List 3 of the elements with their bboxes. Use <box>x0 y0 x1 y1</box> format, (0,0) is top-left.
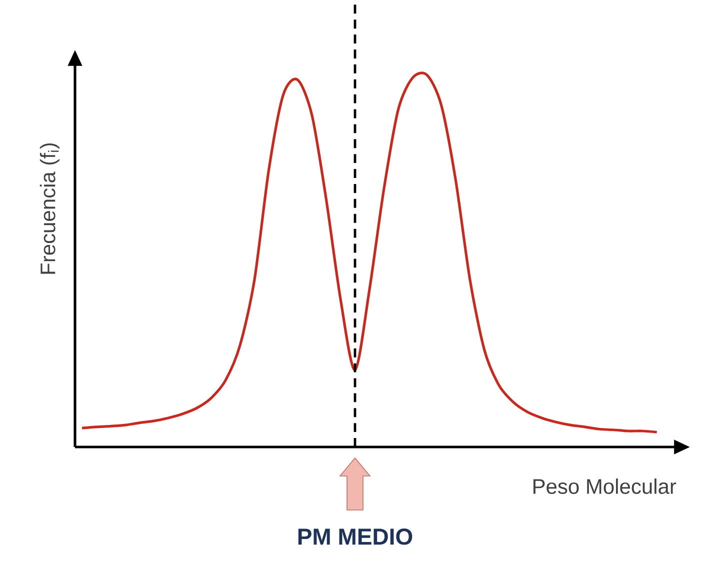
y-axis-title: Frecuencia (f$_{i}$) <box>40 143 60 274</box>
x-axis-title: Peso Molecular <box>533 478 676 494</box>
text: PM MEDIO <box>298 528 412 545</box>
